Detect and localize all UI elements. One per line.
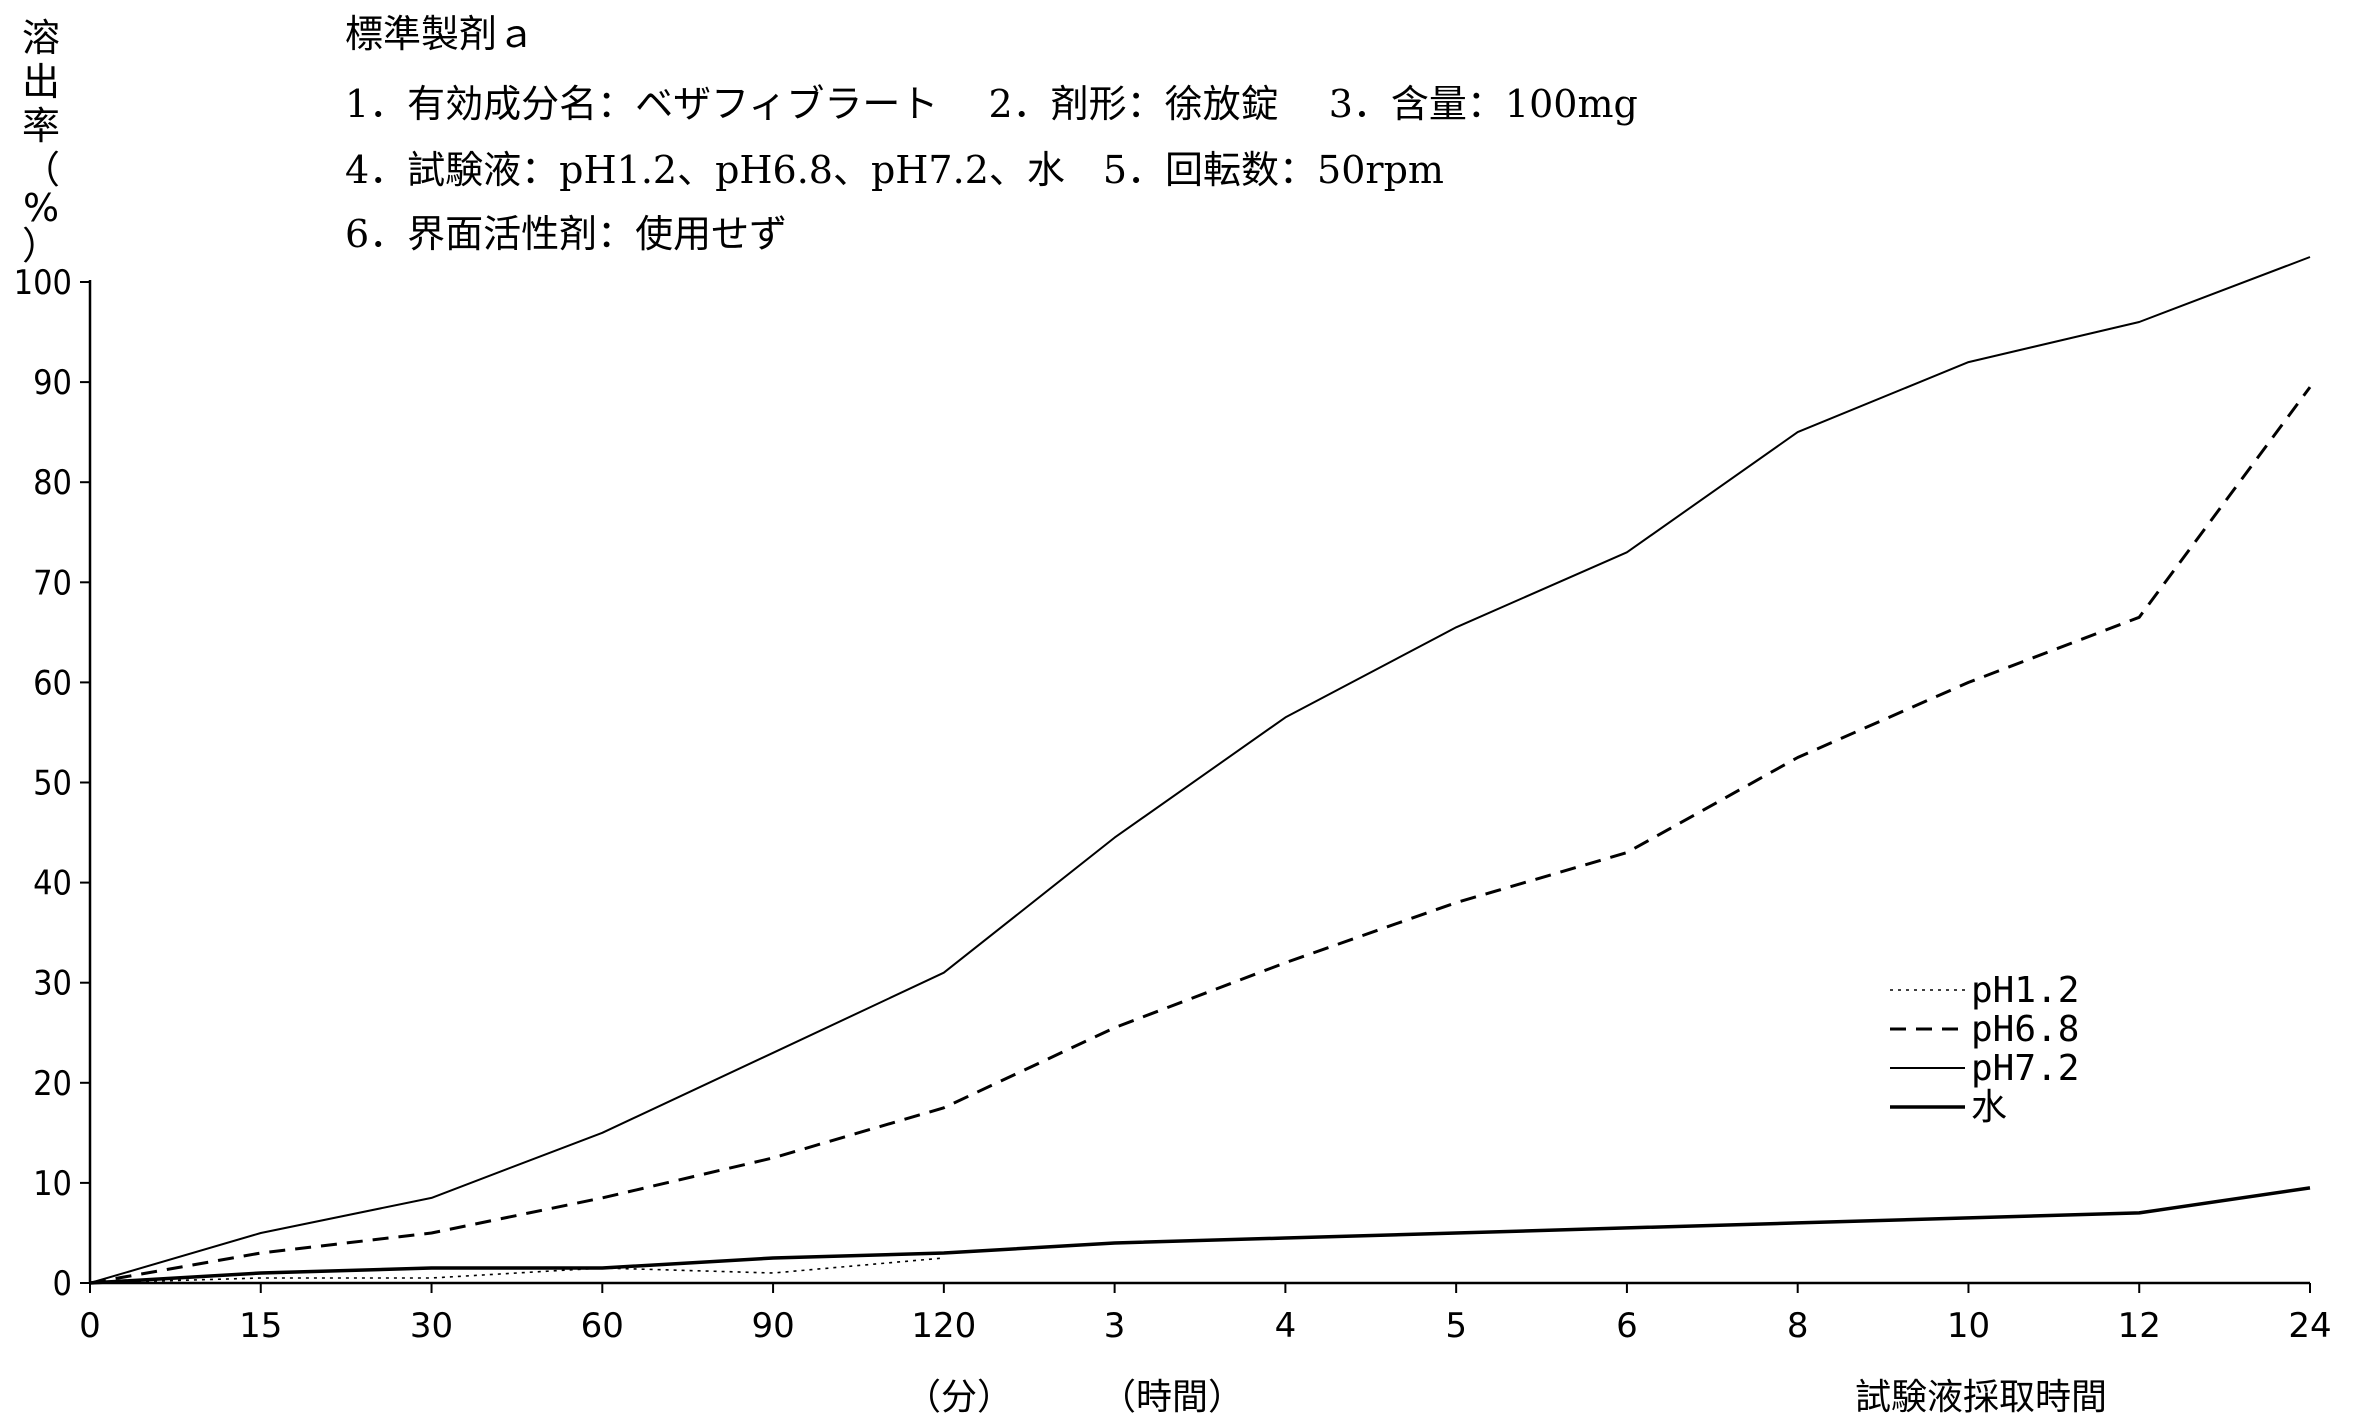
y-tick-label: 80 (33, 463, 72, 503)
y-axis-title-char: % (22, 186, 60, 230)
legend-label-2: pH6.8 (1971, 1009, 2079, 1050)
x-tick-label: 0 (79, 1306, 101, 1346)
x-tick-label: 10 (1947, 1306, 1990, 1346)
header-info-line-3: 6．界面活性剤：使用せず (345, 212, 788, 256)
x-tick-label: 3 (1104, 1306, 1126, 1346)
y-tick-label: 50 (33, 764, 72, 804)
series-line-1 (89, 1257, 944, 1284)
x-tick-label: 24 (2288, 1306, 2331, 1346)
x-tick-label: 60 (581, 1306, 624, 1346)
y-tick-label: 30 (33, 964, 72, 1004)
header-info-line-1: 1．有効成分名：ベザフィブラート 2．剤形：徐放錠 3．含量：100mg (345, 82, 1638, 126)
legend-label-4: 水 (1971, 1087, 2007, 1128)
y-tick-label: 90 (33, 363, 72, 403)
y-tick-label: 100 (14, 263, 72, 303)
legend-label-1: pH1.2 (1971, 970, 2079, 1011)
y-axis-title-char: （ (21, 148, 60, 192)
series-line-2 (89, 386, 2312, 1285)
x-unit-minutes: （分） (905, 1377, 1014, 1418)
y-tick-label: 0 (53, 1264, 72, 1304)
x-tick-label: 90 (751, 1306, 794, 1346)
x-tick-label: 8 (1787, 1306, 1809, 1346)
series-line-4 (89, 1186, 2311, 1285)
y-axis-title-char: 率 (21, 104, 60, 148)
x-tick-label: 15 (239, 1306, 282, 1346)
series-line-3 (89, 256, 2311, 1284)
x-tick-label: 4 (1275, 1306, 1297, 1346)
y-axis-title-char: 溶 (21, 16, 60, 60)
y-axis-title-char: ） (21, 224, 60, 268)
chart-title: 標準製剤ａ (345, 12, 536, 56)
y-axis-title-char: 出 (21, 60, 60, 104)
y-tick-label: 70 (33, 563, 72, 603)
x-tick-label: 12 (2118, 1306, 2161, 1346)
y-tick-label: 20 (33, 1064, 72, 1104)
x-tick-label: 30 (410, 1306, 453, 1346)
y-tick-label: 60 (33, 663, 72, 703)
legend-label-3: pH7.2 (1971, 1048, 2079, 1089)
x-tick-label: 5 (1445, 1306, 1467, 1346)
header-info-line-2: 4．試験液：pH1.2、pH6.8、pH7.2、水 5．回転数：50rpm (345, 148, 1444, 192)
x-axis-title: 試験液採取時間 (1855, 1377, 2108, 1418)
x-tick-label: 6 (1616, 1306, 1638, 1346)
y-tick-label: 10 (33, 1164, 72, 1204)
x-unit-hours: （時間） (1100, 1377, 1245, 1418)
y-tick-label: 40 (33, 864, 72, 904)
x-tick-label: 120 (911, 1306, 976, 1346)
